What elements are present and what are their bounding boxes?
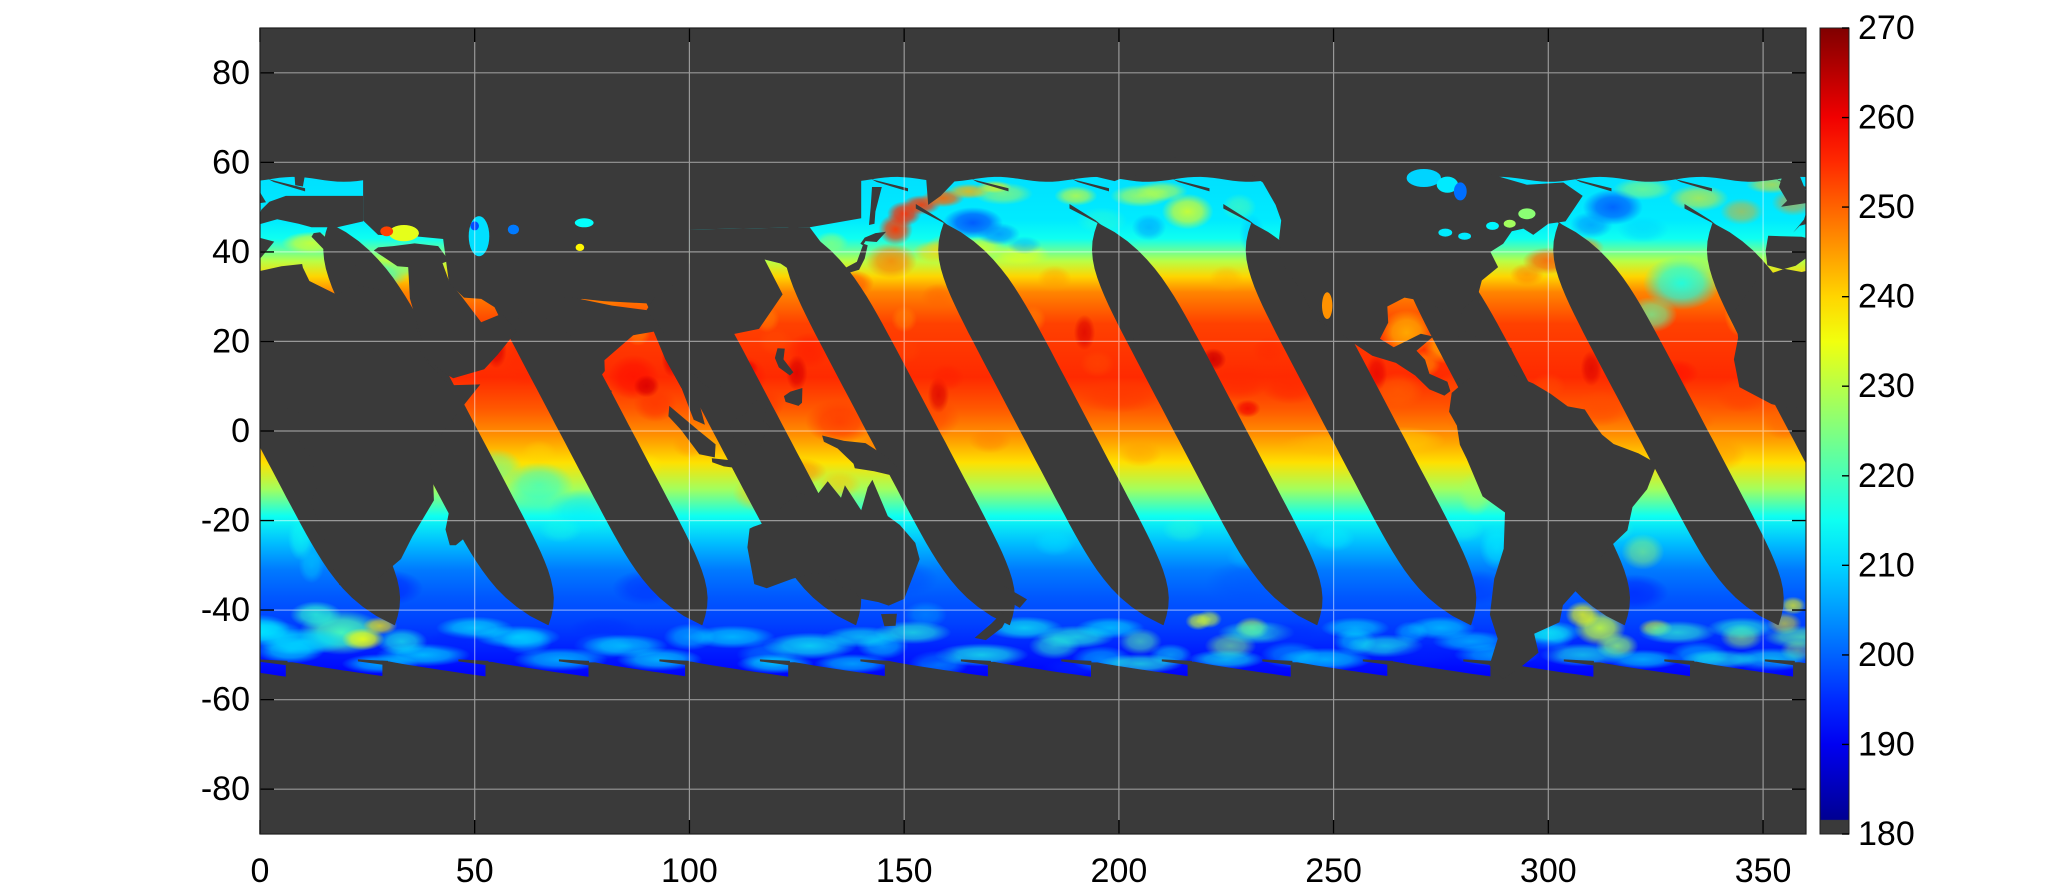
svg-text:260: 260 bbox=[1858, 99, 1915, 137]
svg-text:-20: -20 bbox=[201, 502, 250, 540]
svg-text:100: 100 bbox=[661, 852, 718, 890]
svg-text:20: 20 bbox=[212, 322, 250, 360]
svg-text:190: 190 bbox=[1858, 725, 1915, 763]
svg-text:200: 200 bbox=[1858, 636, 1915, 674]
svg-text:350: 350 bbox=[1735, 852, 1792, 890]
svg-text:300: 300 bbox=[1520, 852, 1577, 890]
svg-text:-80: -80 bbox=[201, 770, 250, 808]
svg-text:150: 150 bbox=[876, 852, 933, 890]
svg-text:80: 80 bbox=[212, 54, 250, 92]
svg-text:210: 210 bbox=[1858, 546, 1915, 584]
svg-text:220: 220 bbox=[1858, 457, 1915, 495]
svg-text:-40: -40 bbox=[201, 591, 250, 629]
svg-text:270: 270 bbox=[1858, 9, 1915, 47]
svg-text:180: 180 bbox=[1858, 815, 1915, 853]
svg-text:200: 200 bbox=[1091, 852, 1148, 890]
svg-text:250: 250 bbox=[1305, 852, 1362, 890]
svg-text:50: 50 bbox=[456, 852, 494, 890]
svg-text:40: 40 bbox=[212, 233, 250, 271]
svg-text:-60: -60 bbox=[201, 681, 250, 719]
svg-text:230: 230 bbox=[1858, 367, 1915, 405]
svg-text:0: 0 bbox=[231, 412, 250, 450]
svg-text:0: 0 bbox=[251, 852, 270, 890]
svg-text:60: 60 bbox=[212, 143, 250, 181]
svg-text:240: 240 bbox=[1858, 278, 1915, 316]
svg-text:250: 250 bbox=[1858, 188, 1915, 226]
